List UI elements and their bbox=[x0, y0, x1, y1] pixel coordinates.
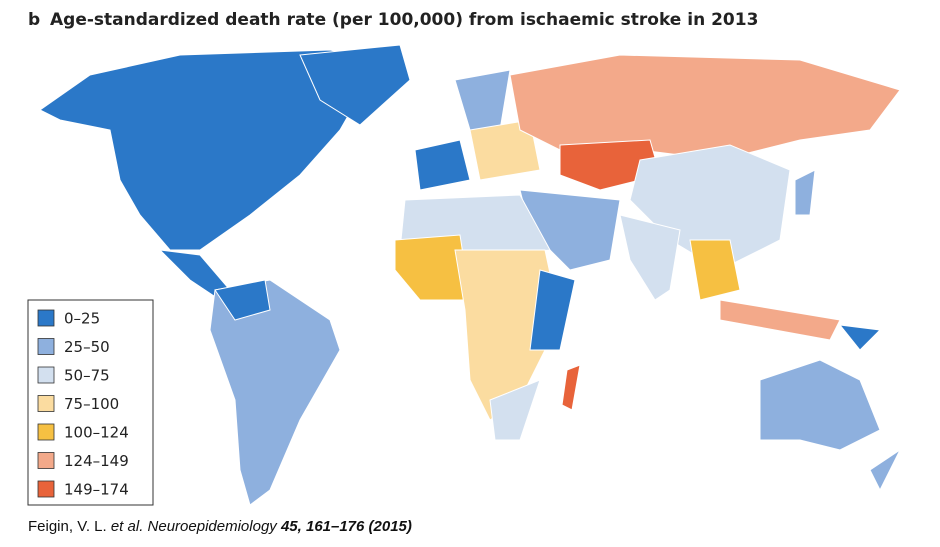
legend-swatch bbox=[37, 395, 55, 412]
legend-swatch bbox=[37, 423, 55, 441]
new-zealand bbox=[869, 448, 902, 492]
citation-authors: Feigin, V. L. bbox=[28, 518, 111, 535]
south-america bbox=[209, 279, 341, 506]
western-europe bbox=[414, 139, 471, 191]
indonesia bbox=[719, 299, 841, 341]
legend-label: 25–50 bbox=[64, 338, 110, 356]
legend-label: 75–100 bbox=[64, 395, 119, 413]
west-africa bbox=[394, 234, 471, 301]
north-america bbox=[39, 49, 381, 251]
kazakhstan bbox=[559, 139, 661, 191]
legend: 0–25 25–50 50–75 75–100 100–124 124–149 149–17… bbox=[27, 299, 154, 506]
eastern-europe bbox=[469, 119, 541, 181]
citation-ref: 45, 161–176 (2015) bbox=[280, 518, 412, 535]
venezuela-colombia bbox=[214, 279, 271, 321]
east-africa bbox=[529, 269, 576, 351]
legend-label: 100–124 bbox=[64, 424, 129, 442]
australia bbox=[759, 359, 881, 451]
legend-swatch bbox=[37, 338, 55, 355]
citation-journal: Neuroepidemiology bbox=[143, 518, 281, 535]
madagascar bbox=[561, 364, 581, 411]
world-map bbox=[39, 44, 902, 506]
legend-label: 124–149 bbox=[64, 452, 129, 470]
legend-label: 50–75 bbox=[64, 367, 110, 385]
legend-swatch bbox=[37, 366, 55, 384]
legend-label: 149–174 bbox=[64, 481, 129, 499]
panel-label: b bbox=[28, 10, 40, 30]
legend-label: 0–25 bbox=[64, 310, 100, 328]
southern-africa bbox=[489, 379, 541, 441]
russia bbox=[509, 54, 901, 161]
legend-swatch bbox=[37, 452, 55, 469]
japan bbox=[794, 169, 816, 216]
papua bbox=[838, 324, 882, 351]
southeast-asia bbox=[689, 239, 741, 301]
legend-swatch bbox=[37, 309, 55, 327]
greenland bbox=[299, 44, 411, 126]
india bbox=[619, 214, 681, 301]
citation-etal: et al. bbox=[111, 518, 144, 535]
citation: Feigin, V. L. et al. Neuroepidemiology 4… bbox=[28, 518, 412, 535]
legend-swatch bbox=[37, 480, 55, 498]
map-title: Age-standardized death rate (per 100,000… bbox=[50, 10, 758, 30]
